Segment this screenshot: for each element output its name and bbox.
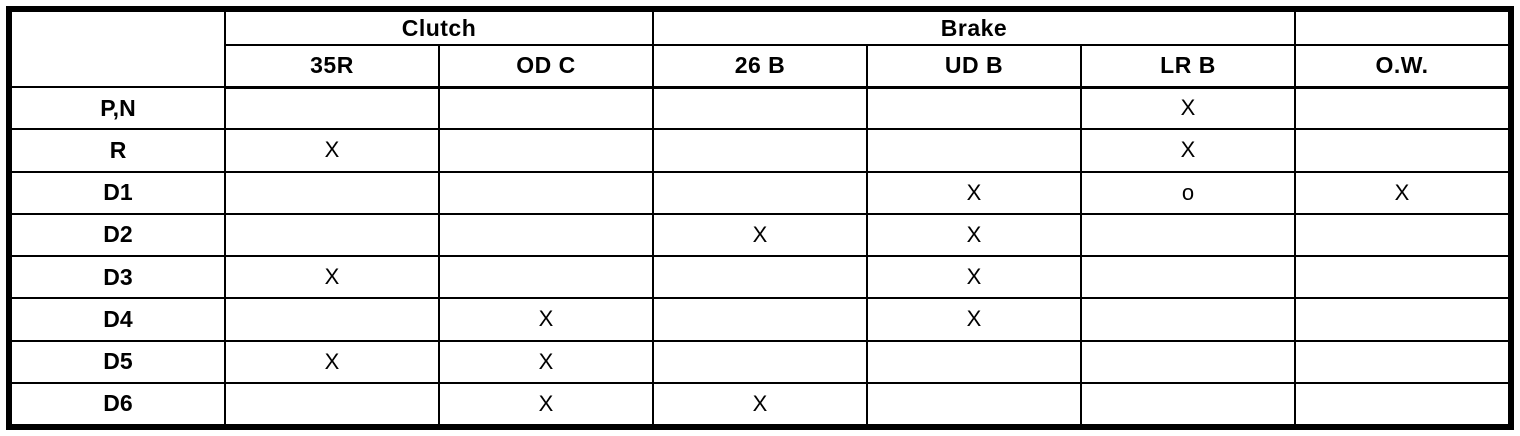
table-cell	[866, 85, 1082, 131]
table-cell	[1080, 254, 1296, 300]
table-cell	[1080, 212, 1296, 258]
table-cell	[1080, 297, 1296, 342]
table-cell: X	[224, 254, 440, 300]
table-cell	[652, 339, 868, 384]
table-frame: Clutch Brake 35R OD C 26 B UD B LR B O.W…	[6, 6, 1514, 430]
row-label: D2	[10, 212, 226, 258]
column-header-odc: OD C	[438, 44, 654, 89]
table-cell: X	[866, 297, 1082, 342]
table-row-r: R X X	[10, 128, 1510, 173]
table-cell	[1294, 212, 1510, 258]
table-cell	[652, 128, 868, 173]
table-cell: X	[652, 212, 868, 258]
table-cell	[1294, 85, 1510, 131]
table-cell: X	[224, 339, 440, 384]
table-cell	[224, 381, 440, 427]
row-label: D5	[10, 339, 226, 384]
group-header-row: Clutch Brake	[10, 10, 1510, 88]
table-row-pn: P,N X	[10, 85, 1510, 131]
table-cell	[224, 85, 440, 131]
table-cell	[652, 85, 868, 131]
column-header-row: 35R OD C 26 B UD B LR B O.W.	[11, 44, 1510, 89]
table-row-d6: D6 X X	[10, 381, 1510, 427]
group-header-blank	[1294, 10, 1510, 46]
table-cell	[1080, 381, 1296, 427]
table-cell: X	[224, 128, 440, 173]
table-row-d4: D4 X X	[10, 297, 1510, 342]
column-header-udb: UD B	[866, 44, 1082, 89]
table-cell	[1294, 297, 1510, 342]
row-label: D3	[10, 254, 226, 300]
column-header-35r: 35R	[224, 44, 440, 89]
table-cell	[224, 297, 440, 342]
table-cell	[438, 128, 654, 173]
table-cell	[652, 170, 868, 215]
table-cell: X	[1080, 85, 1296, 131]
table-cell: X	[866, 212, 1082, 258]
column-header-ow: O.W.	[1294, 44, 1510, 89]
table-cell	[1294, 128, 1510, 173]
table-cell: X	[652, 381, 868, 427]
group-header-clutch: Clutch	[224, 10, 654, 46]
table-cell	[1294, 339, 1510, 384]
row-label: D4	[10, 297, 226, 342]
clutch-brake-application-table: Clutch Brake 35R OD C 26 B UD B LR B O.W…	[10, 10, 1510, 427]
column-header-26b: 26 B	[652, 44, 868, 89]
corner-cell	[10, 10, 226, 88]
table-cell: X	[438, 297, 654, 342]
table-cell	[438, 212, 654, 258]
row-label: R	[10, 128, 226, 173]
table-cell	[652, 297, 868, 342]
table-cell: X	[438, 339, 654, 384]
row-label: D6	[10, 381, 226, 427]
table-cell	[652, 254, 868, 300]
table-cell	[1080, 339, 1296, 384]
table-cell	[866, 339, 1082, 384]
table-cell	[438, 170, 654, 215]
group-header-brake: Brake	[652, 10, 1296, 46]
table-cell: X	[1294, 170, 1510, 215]
table-cell	[1294, 254, 1510, 300]
table-cell	[866, 381, 1082, 427]
table-cell: X	[438, 381, 654, 427]
table-body: P,N X R X X D1	[10, 85, 1510, 427]
table-row-d1: D1 X o X	[10, 170, 1510, 215]
table-row-d3: D3 X X	[10, 254, 1510, 300]
table-row-d2: D2 X X	[10, 212, 1510, 258]
table-row-d5: D5 X X	[10, 339, 1510, 384]
table-cell: X	[866, 254, 1082, 300]
table-cell	[1294, 381, 1510, 427]
row-label: D1	[10, 170, 226, 215]
table-cell: X	[1080, 128, 1296, 173]
row-label: P,N	[10, 85, 226, 131]
table-cell	[224, 212, 440, 258]
table-cell	[866, 128, 1082, 173]
table-cell	[438, 254, 654, 300]
table-cell: X	[866, 170, 1082, 215]
table-header: Clutch Brake 35R OD C 26 B UD B LR B O.W…	[10, 10, 1510, 89]
table-cell	[224, 170, 440, 215]
table-cell: o	[1080, 170, 1296, 215]
table-cell	[438, 85, 654, 131]
column-header-lrb: LR B	[1080, 44, 1296, 89]
